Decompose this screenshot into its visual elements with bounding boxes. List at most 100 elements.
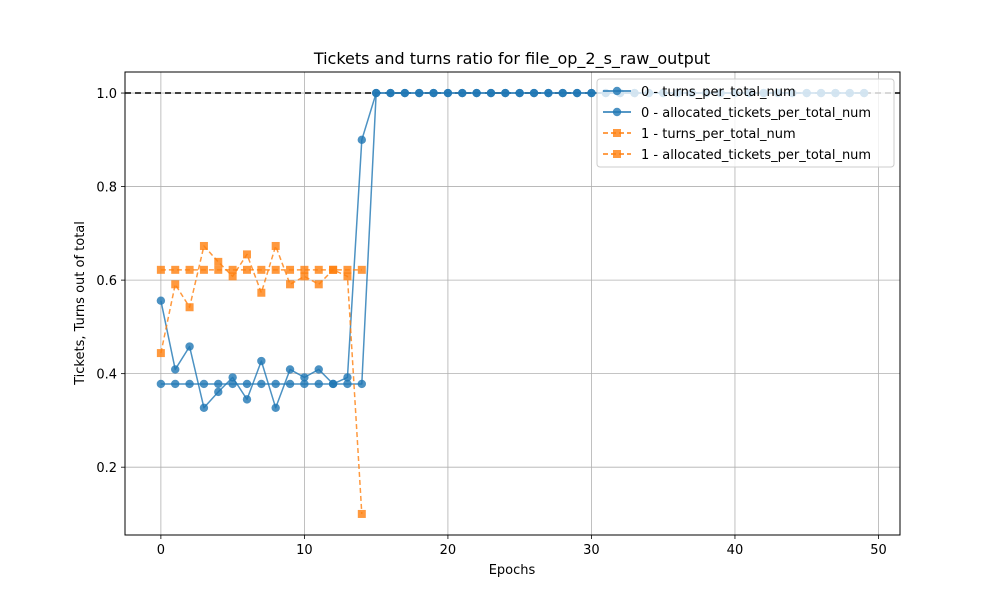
legend-swatch-marker bbox=[612, 107, 622, 117]
data-point bbox=[185, 342, 194, 351]
data-point bbox=[171, 365, 180, 374]
legend-label: 0 - turns_per_total_num bbox=[641, 85, 796, 100]
chart-title: Tickets and turns ratio for file_op_2_s_… bbox=[313, 49, 710, 69]
data-point bbox=[314, 265, 323, 274]
data-point bbox=[343, 272, 352, 281]
x-tick-label: 30 bbox=[583, 543, 600, 558]
data-point bbox=[314, 280, 323, 289]
data-point bbox=[515, 88, 524, 98]
legend: 0 - turns_per_total_num 0 - allocated_tic… bbox=[596, 78, 895, 168]
data-point bbox=[228, 379, 237, 389]
data-point bbox=[285, 379, 295, 389]
data-point bbox=[156, 379, 166, 389]
data-point bbox=[271, 265, 280, 274]
data-point bbox=[214, 265, 223, 274]
legend-item: 0 - turns_per_total_num bbox=[603, 85, 796, 100]
ticks-layer: 0 10 20 30 40 50 0.2 0.4 0.6 0.8 1.0 bbox=[96, 87, 886, 558]
data-point bbox=[329, 265, 338, 274]
data-point bbox=[171, 379, 180, 389]
data-point bbox=[544, 88, 553, 98]
data-point bbox=[300, 373, 309, 382]
x-tick-label: 40 bbox=[727, 543, 744, 558]
legend-item: 0 - allocated_tickets_per_total_num bbox=[603, 106, 871, 121]
data-point bbox=[171, 280, 180, 289]
data-point bbox=[286, 280, 295, 289]
data-point bbox=[501, 88, 510, 98]
data-point bbox=[271, 403, 280, 412]
y-tick-label: 0.4 bbox=[96, 368, 117, 383]
data-point bbox=[386, 88, 395, 98]
data-point bbox=[242, 395, 252, 404]
data-point bbox=[572, 88, 582, 98]
data-point bbox=[242, 250, 251, 259]
data-point bbox=[171, 265, 180, 274]
data-point bbox=[156, 296, 166, 305]
data-point bbox=[300, 265, 309, 274]
y-tick-label: 0.6 bbox=[96, 274, 117, 289]
series-2 bbox=[156, 241, 366, 518]
legend-label: 0 - allocated_tickets_per_total_num bbox=[641, 106, 871, 121]
data-point bbox=[185, 379, 194, 389]
data-point bbox=[400, 88, 410, 98]
data-point bbox=[458, 88, 467, 98]
data-point bbox=[314, 379, 323, 389]
data-point bbox=[300, 272, 309, 281]
data-point bbox=[314, 365, 323, 374]
data-point bbox=[185, 265, 194, 274]
data-point bbox=[257, 379, 266, 389]
y-tick-label: 0.2 bbox=[96, 461, 117, 476]
data-point bbox=[257, 265, 266, 274]
data-point bbox=[214, 257, 223, 266]
legend-swatch-marker bbox=[612, 86, 622, 96]
y-axis-label: Tickets, Turns out of total bbox=[73, 221, 88, 386]
data-point bbox=[214, 387, 223, 397]
series-3 bbox=[156, 265, 366, 274]
data-point bbox=[228, 272, 237, 281]
data-point bbox=[214, 379, 223, 389]
data-point bbox=[343, 265, 352, 274]
data-point bbox=[185, 303, 194, 312]
x-tick-label: 20 bbox=[440, 543, 457, 558]
data-point bbox=[199, 265, 208, 274]
y-tick-label: 1.0 bbox=[96, 87, 117, 102]
data-point bbox=[286, 265, 295, 274]
data-point bbox=[357, 265, 366, 274]
data-point bbox=[271, 241, 280, 250]
legend-box bbox=[596, 78, 895, 168]
data-point bbox=[300, 379, 309, 389]
legend-item: 1 - turns_per_total_num bbox=[603, 127, 796, 142]
data-point bbox=[328, 379, 338, 389]
data-point bbox=[357, 135, 367, 145]
data-point bbox=[199, 379, 209, 389]
data-point bbox=[472, 88, 481, 98]
x-tick-label: 10 bbox=[296, 543, 313, 558]
data-point bbox=[199, 403, 209, 412]
data-point bbox=[429, 88, 438, 98]
legend-swatch-marker bbox=[613, 150, 621, 158]
data-point bbox=[242, 379, 252, 389]
data-point bbox=[343, 379, 352, 389]
data-point bbox=[257, 356, 266, 366]
data-point bbox=[357, 379, 367, 389]
data-point bbox=[285, 365, 295, 374]
data-point bbox=[156, 265, 165, 274]
legend-label: 1 - turns_per_total_num bbox=[641, 127, 796, 142]
data-point bbox=[271, 379, 280, 389]
data-point bbox=[156, 349, 165, 358]
data-point bbox=[486, 88, 496, 98]
legend-label: 1 - allocated_tickets_per_total_num bbox=[641, 148, 871, 163]
x-tick-label: 0 bbox=[157, 543, 165, 558]
data-point bbox=[558, 88, 567, 98]
data-point bbox=[415, 88, 424, 98]
data-point bbox=[371, 88, 381, 98]
plot-frame bbox=[124, 71, 901, 536]
data-point bbox=[529, 88, 539, 98]
y-tick-label: 0.8 bbox=[96, 181, 117, 196]
data-point bbox=[343, 373, 352, 382]
data-point bbox=[199, 241, 208, 250]
x-axis-label: Epochs bbox=[489, 563, 536, 578]
data-point bbox=[357, 509, 366, 518]
data-point bbox=[242, 265, 251, 274]
data-point bbox=[228, 373, 237, 382]
